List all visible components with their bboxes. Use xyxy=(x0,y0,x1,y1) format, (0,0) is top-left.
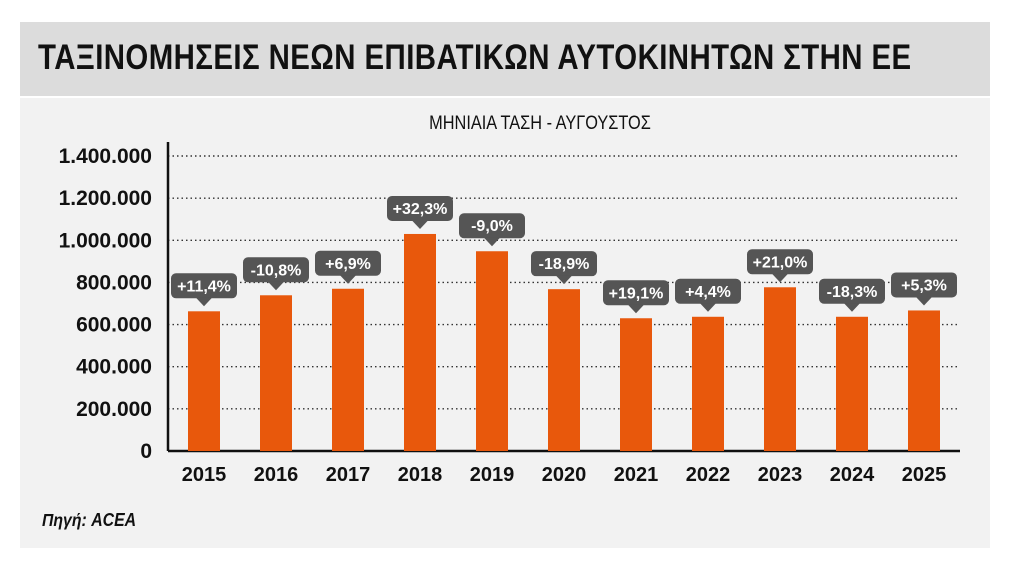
x-tick-label: 2025 xyxy=(902,464,947,486)
x-tick-label: 2022 xyxy=(686,464,731,486)
data-label-box xyxy=(891,272,957,298)
x-tick-label: 2019 xyxy=(470,464,515,486)
bar xyxy=(404,233,436,451)
title-bar: ΤΑΞΙΝΟΜΗΣΕΙΣ ΝΕΩΝ ΕΠΙΒΑΤΙΚΩΝ ΑΥΤΟΚΙΝΗΤΩΝ… xyxy=(20,22,990,98)
data-label: +6,9% xyxy=(325,256,371,273)
data-label: +4,4% xyxy=(685,284,731,301)
bar xyxy=(692,316,724,451)
data-label-pointer xyxy=(196,297,212,307)
x-tick-label: 2018 xyxy=(398,464,443,486)
data-label-pointer xyxy=(700,303,716,312)
data-label-pointer xyxy=(556,275,572,285)
data-label-box xyxy=(603,280,669,306)
bar xyxy=(764,287,796,451)
bar xyxy=(260,295,292,451)
data-label-box xyxy=(315,250,381,276)
y-tick-label: 600.000 xyxy=(76,314,152,337)
data-label: -10,8% xyxy=(251,262,302,279)
x-tick-label: 2020 xyxy=(542,464,587,486)
bar xyxy=(476,251,508,451)
chart-title: ΜΗΝΙΑΙΑ ΤΑΣΗ - ΑΥΓΟΥΣΤΟΣ xyxy=(429,112,651,133)
data-label-box xyxy=(243,257,309,283)
data-label-pointer xyxy=(412,220,428,229)
x-tick-label: 2017 xyxy=(326,464,371,486)
bar xyxy=(188,311,220,451)
data-label: -18,9% xyxy=(539,256,590,273)
data-label-pointer xyxy=(268,281,284,291)
data-label-box xyxy=(459,213,525,239)
y-tick-label: 0 xyxy=(140,440,152,463)
data-label: +5,3% xyxy=(901,277,947,294)
page-title: ΤΑΞΙΝΟΜΗΣΕΙΣ ΝΕΩΝ ΕΠΙΒΑΤΙΚΩΝ ΑΥΤΟΚΙΝΗΤΩΝ… xyxy=(38,38,912,77)
data-label-box xyxy=(675,278,741,304)
y-tick-label: 1.400.000 xyxy=(59,145,152,168)
data-label-pointer xyxy=(844,303,860,312)
y-tick-label: 200.000 xyxy=(76,398,152,421)
y-tick-label: 400.000 xyxy=(76,356,152,379)
bar xyxy=(836,316,868,451)
y-tick-label: 1.000.000 xyxy=(59,229,152,252)
data-label-box xyxy=(387,195,453,221)
x-tick-label: 2021 xyxy=(614,464,659,486)
x-tick-label: 2015 xyxy=(182,464,227,486)
data-label-pointer xyxy=(484,237,500,247)
data-label-pointer xyxy=(916,296,932,306)
data-label-pointer xyxy=(628,304,644,314)
bar xyxy=(908,310,940,451)
bar xyxy=(548,289,580,451)
x-tick-label: 2023 xyxy=(758,464,803,486)
data-label: -9,0% xyxy=(471,218,513,235)
data-label-pointer xyxy=(340,275,356,284)
data-label: +11,4% xyxy=(177,278,231,295)
data-label: +19,1% xyxy=(609,285,664,302)
data-label-pointer xyxy=(772,273,788,283)
y-tick-label: 800.000 xyxy=(76,271,152,294)
x-tick-label: 2016 xyxy=(254,464,299,486)
data-label: +32,3% xyxy=(393,201,448,218)
data-label: -18,3% xyxy=(827,284,878,301)
data-label-box xyxy=(171,273,237,299)
x-tick-label: 2024 xyxy=(830,464,875,486)
data-label-box xyxy=(819,278,885,304)
y-tick-label: 1.200.000 xyxy=(59,187,152,210)
data-label: +21,0% xyxy=(753,254,808,271)
bar xyxy=(620,318,652,451)
data-label-box xyxy=(531,251,597,277)
data-label-box xyxy=(747,249,813,275)
bar xyxy=(332,288,364,451)
source-note: Πηγή: ACEA xyxy=(42,510,137,530)
